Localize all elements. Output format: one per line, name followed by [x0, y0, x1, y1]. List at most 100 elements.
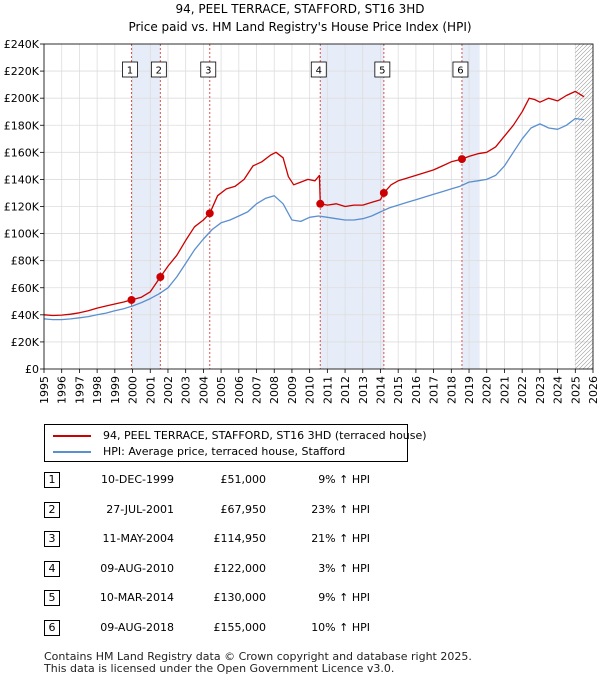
x-tick-label: 2004: [197, 376, 210, 404]
row-date: 11-MAY-2004: [102, 532, 174, 546]
y-tick-label: £220K: [4, 65, 40, 78]
series-line: [43, 117, 585, 321]
transaction-label: 5: [379, 66, 385, 77]
grid: [43, 43, 594, 370]
row-price: £114,950: [213, 532, 267, 546]
y-tick-label: £80K: [11, 255, 40, 268]
footer-notice: Contains HM Land Registry data © Crown c…: [44, 651, 472, 675]
x-tick-label: 2023: [534, 376, 547, 404]
x-tick-label: 1998: [91, 376, 104, 404]
x-tick-label: 2017: [428, 376, 441, 404]
row-date: 10-DEC-1999: [100, 473, 174, 486]
row-number: 2: [44, 501, 60, 518]
row-hpi: 21% ↑ HPI: [311, 532, 370, 546]
x-tick-label: 1996: [56, 376, 69, 404]
legend-swatch-hpi: [53, 451, 91, 453]
row-date: 27-JUL-2001: [106, 502, 174, 516]
future-hatch-area: [575, 44, 593, 369]
x-tick-label: 1997: [73, 376, 86, 404]
transaction-label: 2: [156, 66, 162, 77]
x-tick-label: 2012: [339, 376, 352, 404]
row-number: 6: [44, 619, 60, 636]
legend: 94, PEEL TERRACE, STAFFORD, ST16 3HD (te…: [44, 424, 427, 462]
x-tick-label: 2001: [144, 376, 157, 404]
x-axis-ticks: 1995 1996 1997 1998 1999 2000 2001 2002 2003 2004…: [38, 369, 600, 404]
x-tick-label: 2021: [498, 376, 511, 404]
chart-title: 94, PEEL TERRACE, STAFFORD, ST16 3HD: [175, 2, 424, 16]
y-tick-label: £0: [25, 363, 39, 376]
footer-licence: This data is licensed under the Open Gov…: [44, 662, 395, 675]
x-tick-label: 2024: [552, 376, 565, 404]
row-number: 4: [44, 560, 60, 577]
price-chart: 94, PEEL TERRACE, STAFFORD, ST16 3HD Pri…: [4, 2, 600, 404]
y-tick-label: £200K: [4, 92, 40, 105]
x-tick-label: 2019: [463, 376, 476, 404]
transaction-label: 4: [316, 66, 322, 77]
footer-copyright: Contains HM Land Registry data © Crown c…: [44, 650, 472, 663]
x-tick-label: 2015: [392, 376, 405, 404]
transaction-marker: [205, 209, 214, 218]
x-tick-label: 2016: [410, 376, 423, 404]
x-tick-label: 2025: [569, 376, 582, 404]
row-number: 3: [44, 531, 60, 548]
row-price: £51,000: [220, 473, 267, 486]
x-tick-label: 2005: [215, 376, 228, 404]
row-hpi: 3% ↑ HPI: [318, 561, 370, 575]
legend-label-property: 94, PEEL TERRACE, STAFFORD, ST16 3HD (te…: [103, 429, 427, 442]
row-hpi: 23% ↑ HPI: [311, 502, 370, 516]
x-tick-label: 2007: [251, 376, 264, 404]
transaction-marker: [127, 295, 136, 304]
transaction-label-box: [200, 61, 217, 78]
x-tick-label: 2002: [162, 376, 175, 404]
x-tick-label: 2006: [233, 376, 246, 404]
x-tick-label: 1999: [109, 376, 122, 404]
row-number: 5: [44, 590, 60, 607]
row-price: £155,000: [213, 620, 267, 634]
row-price: £122,000: [213, 561, 267, 575]
transaction-label-box: [150, 61, 167, 78]
legend-label-hpi: HPI: Average price, terraced house, Staf…: [103, 445, 346, 458]
future-hatch: [575, 44, 593, 369]
row-hpi: 9% ↑ HPI: [318, 473, 370, 486]
x-tick-label: 1995: [38, 376, 51, 404]
transaction-label-box: [310, 61, 327, 78]
y-tick-label: £20K: [11, 336, 40, 349]
series-line: [43, 90, 585, 317]
chart-subtitle: Price paid vs. HM Land Registry's House …: [128, 20, 471, 34]
transaction-marker: [457, 155, 466, 164]
transaction-marker: [316, 199, 325, 208]
series: [43, 90, 585, 321]
legend-swatch-property: [53, 435, 91, 437]
x-tick-label: 2010: [304, 376, 317, 404]
y-tick-label: £160K: [4, 146, 40, 159]
transaction-label: 1: [127, 66, 133, 77]
x-tick-label: 2018: [445, 376, 458, 404]
transaction-markers: [127, 155, 466, 304]
row-price: £130,000: [213, 591, 267, 605]
x-tick-label: 2026: [587, 376, 600, 404]
y-tick-label: £120K: [4, 201, 40, 214]
x-tick-label: 2008: [268, 376, 281, 404]
y-tick-label: £180K: [4, 119, 40, 132]
transaction-label-box: [122, 61, 138, 78]
transaction-labels: 1 2 3 4 5 6: [122, 61, 469, 78]
transaction-marker: [156, 272, 165, 281]
x-tick-label: 2013: [357, 376, 370, 404]
x-tick-label: 2003: [180, 376, 193, 404]
x-tick-label: 2014: [374, 376, 387, 404]
x-tick-label: 2022: [516, 376, 529, 404]
transaction-label: 3: [205, 66, 211, 77]
y-tick-label: £40K: [11, 309, 40, 322]
x-tick-label: 2000: [127, 376, 140, 404]
y-tick-label: £60K: [11, 282, 40, 295]
row-date: 09-AUG-2018: [100, 620, 174, 634]
y-axis-ticks: £0 £20K £40K £60K £80K £100K £120K £140K £160K £1…: [4, 38, 44, 376]
x-tick-label: 2020: [481, 376, 494, 404]
y-tick-label: £100K: [4, 228, 40, 241]
x-tick-label: 2011: [321, 376, 334, 404]
y-tick-label: £240K: [4, 38, 40, 51]
y-tick-label: £140K: [4, 173, 40, 186]
row-date: 10-MAR-2014: [99, 591, 174, 605]
transaction-label: 6: [457, 66, 463, 77]
row-price: £67,950: [220, 502, 267, 516]
